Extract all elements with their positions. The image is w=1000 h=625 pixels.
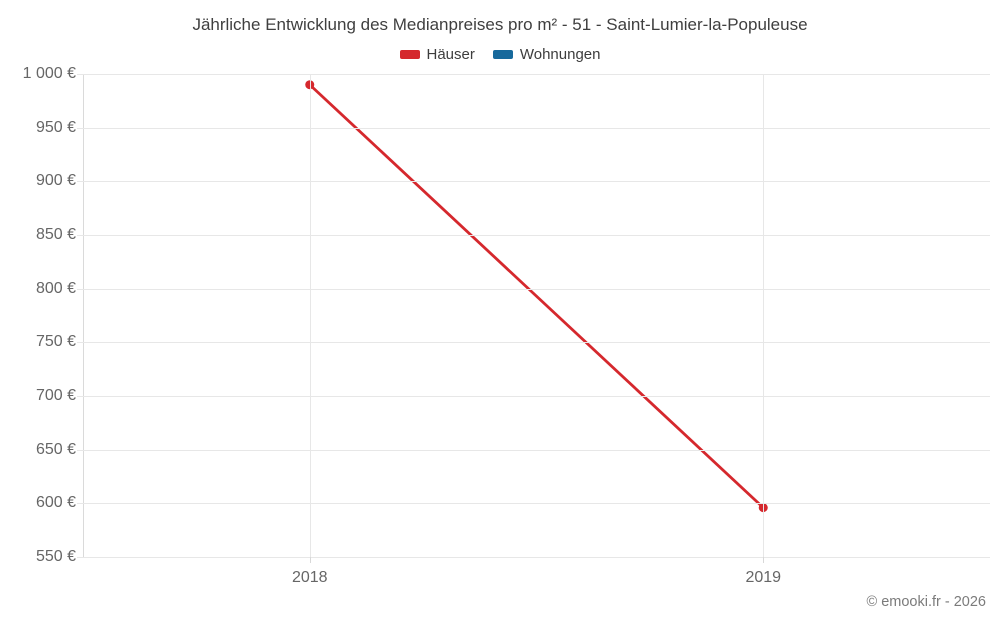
y-axis-tick-label: 800 € bbox=[35, 279, 76, 297]
grid-line-h bbox=[77, 235, 990, 236]
grid-line-h bbox=[77, 396, 990, 397]
grid-line-h bbox=[77, 127, 990, 129]
legend-swatch bbox=[492, 50, 513, 59]
plot-area bbox=[77, 74, 990, 563]
legend-label: Häuser bbox=[426, 46, 475, 63]
grid-line-v bbox=[763, 74, 765, 557]
grid-line-h bbox=[77, 557, 990, 558]
grid-line-h bbox=[77, 503, 990, 505]
legend-swatch bbox=[399, 50, 420, 59]
y-axis-line bbox=[83, 74, 84, 557]
legend: Häuser Wohnungen bbox=[0, 46, 1000, 63]
copyright: © emooki.fr - 2026 bbox=[866, 594, 986, 610]
y-axis-tick-label: 750 € bbox=[35, 333, 76, 351]
grid-line-h bbox=[77, 288, 990, 290]
y-axis-tick-label: 700 € bbox=[35, 387, 76, 404]
grid-line-h bbox=[77, 342, 990, 344]
legend-item-häuser[interactable]: Häuser bbox=[399, 46, 475, 63]
grid-line-h bbox=[77, 449, 990, 451]
x-axis-tick bbox=[309, 557, 311, 563]
legend-item-wohnungen[interactable]: Wohnungen bbox=[492, 46, 601, 63]
y-axis-tick-label: 950 € bbox=[35, 118, 76, 136]
y-axis-tick-label: 550 € bbox=[35, 548, 76, 565]
y-axis-tick-label: 900 € bbox=[35, 172, 76, 190]
y-axis-tick-label: 1 000 € bbox=[22, 65, 76, 82]
x-axis-tick-label: 2018 bbox=[291, 569, 328, 586]
legend-label: Wohnungen bbox=[519, 46, 601, 63]
grid-line-h bbox=[77, 181, 990, 183]
x-axis-tick bbox=[763, 557, 765, 563]
y-axis-tick-label: 650 € bbox=[35, 440, 76, 458]
grid-line-h bbox=[77, 74, 990, 75]
x-axis-tick-label: 2019 bbox=[745, 569, 782, 586]
y-axis-tick-label: 850 € bbox=[35, 226, 76, 243]
series-line-häuser bbox=[308, 83, 765, 509]
series-svg bbox=[305, 80, 768, 513]
y-axis-tick-label: 600 € bbox=[35, 494, 76, 512]
chart-title: Jährliche Entwicklung des Medianpreises … bbox=[192, 15, 808, 34]
grid-line-v bbox=[309, 74, 311, 557]
